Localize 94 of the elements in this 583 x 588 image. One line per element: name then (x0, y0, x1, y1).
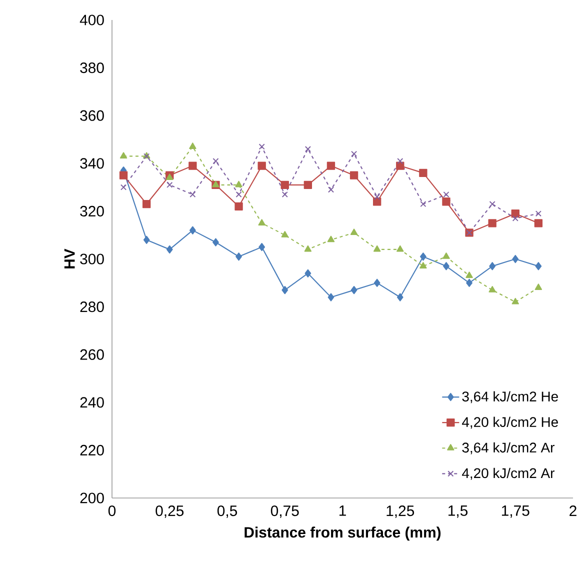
point (235, 180, 242, 188)
point (282, 286, 288, 294)
legend-label: 3,64 kJ/cm2 Ar (462, 442, 554, 454)
point (166, 174, 174, 180)
point (350, 171, 358, 180)
x-tick-label: 0,75 (270, 506, 299, 518)
point (166, 245, 173, 254)
point (142, 200, 151, 208)
point (443, 262, 450, 270)
point (373, 245, 381, 252)
point (236, 191, 242, 198)
y-tick-label: 260 (80, 349, 104, 360)
point (190, 191, 196, 198)
point (143, 236, 150, 244)
point (350, 228, 358, 235)
point (512, 215, 518, 222)
point (280, 180, 289, 189)
point (326, 162, 336, 170)
point (489, 262, 496, 270)
point (120, 152, 128, 159)
point (281, 231, 288, 238)
point (420, 262, 427, 268)
point (234, 202, 243, 211)
point (236, 252, 242, 261)
point (535, 210, 542, 217)
point (420, 200, 426, 208)
point (304, 269, 312, 278)
legend-label: 3,64 kJ/cm2 He (462, 391, 558, 404)
point (258, 242, 266, 252)
x-tick-label: 2 (570, 506, 576, 516)
point (511, 210, 520, 218)
y-tick-label: 240 (80, 397, 104, 408)
point (466, 278, 472, 287)
point (374, 194, 380, 200)
y-tick-label: 400 (80, 14, 104, 26)
point (535, 262, 542, 270)
y-tick-label: 380 (80, 62, 104, 74)
point (534, 219, 543, 228)
y-tick-label: 340 (80, 158, 104, 169)
point (350, 286, 358, 294)
x-tick-label: 0 (108, 506, 116, 516)
point (258, 162, 266, 170)
point (350, 150, 358, 157)
point (304, 146, 311, 152)
point (488, 286, 496, 292)
x-tick-label: 1,5 (448, 506, 468, 518)
point (442, 198, 450, 206)
y-axis-title: HV (64, 248, 75, 268)
point (396, 293, 404, 302)
point (212, 158, 219, 164)
point (419, 168, 428, 178)
point (258, 219, 266, 226)
point (327, 236, 335, 242)
y-tick-label: 320 (80, 206, 104, 216)
point (512, 298, 519, 304)
point (304, 180, 312, 189)
point (488, 219, 496, 228)
point (489, 200, 496, 208)
x-tick-label: 0,5 (217, 506, 238, 518)
point (328, 186, 334, 193)
legend-label: 4,20 kJ/cm2 Ar (462, 468, 554, 480)
y-tick-label: 300 (80, 254, 104, 264)
legend-label: 4,20 kJ/cm2 He (462, 416, 558, 429)
point (258, 144, 265, 150)
point (189, 226, 196, 234)
point (512, 254, 519, 264)
x-tick-label: 1,25 (386, 506, 414, 518)
x-tick-label: 1 (339, 506, 346, 516)
point (119, 171, 128, 180)
x-tick-label: 0,25 (156, 506, 184, 518)
point (166, 182, 173, 188)
point (372, 198, 382, 206)
x-tick-label: 1,75 (502, 506, 530, 518)
point (396, 162, 404, 170)
point (396, 245, 404, 252)
point (534, 284, 542, 290)
point (282, 191, 288, 198)
point (189, 142, 196, 149)
point (304, 245, 312, 252)
point (120, 184, 127, 190)
point (397, 158, 404, 164)
point (374, 278, 380, 287)
point (442, 252, 450, 259)
point (188, 162, 197, 170)
point (443, 191, 450, 198)
point (466, 272, 473, 278)
x-axis-title: Distance from surface (mm) (244, 526, 441, 541)
y-tick-label: 220 (80, 444, 104, 456)
point (212, 238, 219, 246)
point (328, 293, 334, 302)
y-tick-label: 360 (80, 110, 104, 121)
y-tick-label: 280 (80, 302, 104, 312)
y-tick-label: 200 (80, 492, 104, 504)
point (420, 252, 426, 261)
